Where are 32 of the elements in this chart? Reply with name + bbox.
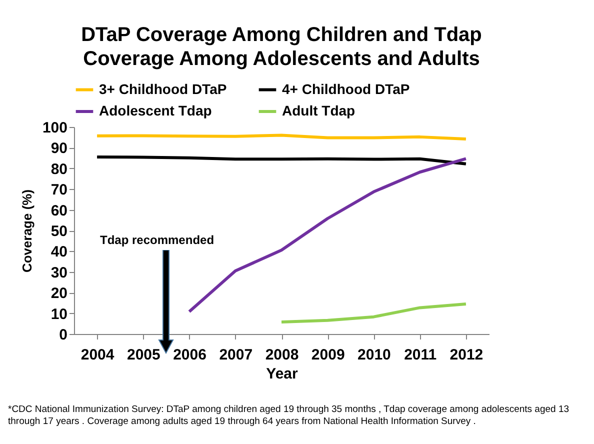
x-tick-label: 2011 <box>404 346 437 364</box>
text: *CDC National Immunization Survey: DTaP among children aged 19 through 35 months , Tdap coverage among adolescents aged 13 through 17 years . Coverage among adults aged 19 through 64 years from National Health Information Survey . <box>8 404 570 429</box>
y-tick-label: 60 <box>50 202 68 220</box>
x-tick-label: 2006 <box>173 346 206 364</box>
x-tick-label: 2007 <box>219 346 253 364</box>
line-series <box>96 156 468 166</box>
annotation: Tdap recommended <box>100 233 214 247</box>
y-tick-label: 100 <box>42 120 68 136</box>
y-tick-label: 10 <box>50 306 68 323</box>
legend-label: Adult Tdap <box>282 102 356 118</box>
y-tick-label: 90 <box>50 140 68 158</box>
y-tick-label: 80 <box>50 160 68 178</box>
x-tick-label: 2009 <box>311 346 345 364</box>
x-axis-title: Year <box>266 366 298 382</box>
legend-label: 3+ Childhood DTaP <box>99 80 227 97</box>
y-axis-title: Coverage (%) <box>19 189 34 273</box>
y-tick-label: 0 <box>59 326 68 344</box>
text: DTaP Coverage Among Children and Tdap <box>81 24 482 46</box>
x-tick-label: 2005 <box>126 346 160 364</box>
legend-label: 4+ Childhood DTaP <box>282 80 410 97</box>
y-tick-label: 50 <box>50 223 68 240</box>
x-tick-label: 2004 <box>80 346 115 364</box>
x-tick-label: 2008 <box>265 346 299 364</box>
legend-label: Adolescent Tdap <box>99 102 212 118</box>
x-tick-label: 2012 <box>450 346 484 364</box>
y-tick-label: 70 <box>50 182 68 199</box>
x-tick-label: 2010 <box>358 346 391 364</box>
line-series <box>280 302 468 324</box>
y-tick-label: 40 <box>50 244 68 261</box>
y-tick-label: 30 <box>50 264 68 282</box>
y-tick-label: 20 <box>50 285 68 302</box>
text: Coverage Among Adolescents and Adults <box>83 48 480 70</box>
